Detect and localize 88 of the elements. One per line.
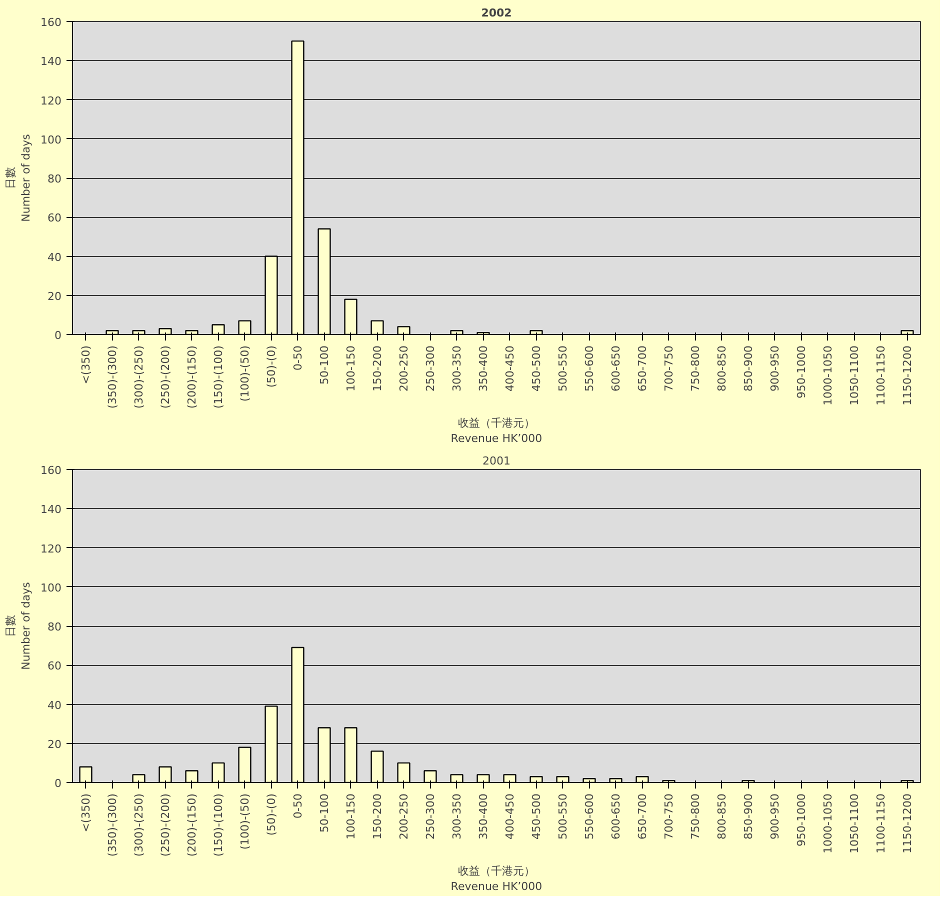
y-tick-label: 0: [54, 329, 62, 342]
x-tick-label: 1150-1200: [900, 345, 914, 406]
x-tick-label: 250-300: [424, 345, 437, 392]
x-tick-label: 800-850: [715, 793, 728, 840]
x-tick-label: 350-400: [476, 793, 490, 840]
x-tick-label: 0-50: [291, 345, 304, 370]
x-tick-label: (50)-(0): [264, 793, 278, 836]
x-tick-label: <(350): [79, 794, 92, 832]
y-tick-label: 140: [40, 55, 62, 68]
x-tick-label: 650-700: [636, 345, 649, 392]
x-tick-label: (250)-(200): [158, 345, 172, 409]
chart-title: 2002: [481, 6, 512, 20]
x-tick-label: 850-900: [742, 793, 755, 840]
y-tick-label: 20: [48, 738, 62, 751]
x-tick-label: 1050-1100: [848, 793, 861, 854]
x-tick-label: 400-450: [503, 345, 516, 392]
x-tick-label: (150)-(100): [212, 793, 225, 857]
x-tick-label: (50)-(0): [264, 345, 278, 388]
y-tick-label: 20: [48, 290, 62, 303]
x-tick-label: 200-250: [397, 793, 410, 840]
x-tick-label: 550-600: [582, 793, 596, 840]
x-tick-label: <(350): [79, 346, 92, 384]
y-tick-label: 120: [40, 94, 62, 108]
x-tick-label: 1100-1150: [874, 345, 888, 406]
x-tick-label: 150-200: [370, 793, 384, 840]
x-tick-label: 100-150: [344, 793, 358, 840]
x-tick-label: 500-550: [556, 345, 570, 392]
x-tick-label: 50-100: [318, 345, 331, 384]
y-tick-label: 60: [48, 660, 62, 673]
x-tick-label: (250)-(200): [158, 793, 172, 857]
x-tick-label: 450-500: [530, 793, 543, 840]
y-tick-label: 40: [48, 698, 62, 712]
x-tick-label: (200)-(150): [185, 793, 198, 857]
chart-title: 2001: [482, 454, 511, 468]
x-tick-label: 1050-1100: [848, 345, 861, 406]
x-tick-label: 400-450: [503, 793, 516, 840]
y-tick-label: 100: [40, 581, 62, 594]
x-tick-label: 450-500: [530, 345, 543, 392]
x-tick-label: (200)-(150): [185, 345, 198, 409]
x-tick-label: (300)-(250): [132, 793, 146, 857]
x-tick-label: (350)-(300): [106, 793, 119, 857]
x-axis-title: 收益（千港元） Revenue HK’000: [450, 864, 542, 894]
y-tick-label: 120: [40, 542, 62, 556]
x-tick-label: 500-550: [556, 793, 570, 840]
x-tick-label: 750-800: [688, 345, 702, 392]
x-tick-label: (150)-(100): [212, 345, 225, 409]
y-tick-label: 0: [54, 777, 62, 790]
x-tick-label: 900-950: [768, 793, 782, 840]
y-axis-title: 日數 Number of days: [4, 134, 33, 222]
y-tick-label: 80: [48, 620, 62, 634]
x-tick-label: (100)-(50): [238, 345, 252, 402]
x-tick-label: 600-650: [609, 345, 622, 392]
x-tick-label: 200-250: [397, 345, 410, 392]
x-tick-label: 1000-1050: [821, 793, 834, 854]
x-tick-label: 650-700: [636, 793, 649, 840]
y-tick-label: 160: [40, 16, 62, 29]
x-tick-label: (300)-(250): [132, 345, 146, 409]
x-tick-label: 1100-1150: [874, 793, 888, 854]
y-axis-title: 日數 Number of days: [4, 582, 33, 670]
x-tick-label: 950-1000: [794, 345, 808, 398]
x-tick-label: 100-150: [344, 345, 358, 392]
x-tick-label: 300-350: [450, 793, 464, 840]
x-tick-label: 250-300: [424, 793, 437, 840]
x-tick-label: 700-750: [662, 793, 676, 840]
x-tick-label: 1000-1050: [821, 345, 834, 406]
x-tick-label: 600-650: [609, 793, 622, 840]
x-tick-label: 850-900: [742, 345, 755, 392]
x-tick-label: 300-350: [450, 345, 464, 392]
y-tick-label: 80: [48, 172, 62, 186]
x-tick-label: 900-950: [768, 345, 782, 392]
x-tick-label: 0-50: [291, 793, 304, 818]
x-tick-label: (100)-(50): [238, 793, 252, 850]
x-tick-label: 800-850: [715, 345, 728, 392]
x-tick-label: 350-400: [476, 345, 490, 392]
x-tick-label: 550-600: [582, 345, 596, 392]
y-tick-label: 160: [40, 464, 62, 477]
x-tick-label: 700-750: [662, 345, 676, 392]
x-tick-label: 50-100: [318, 793, 331, 832]
y-tick-label: 140: [40, 503, 62, 516]
x-tick-label: 1150-1200: [900, 793, 914, 854]
x-tick-label: 750-800: [688, 793, 702, 840]
x-tick-label: 950-1000: [794, 793, 808, 846]
x-axis-title: 收益（千港元） Revenue HK’000: [450, 416, 542, 446]
y-tick-label: 100: [40, 133, 62, 146]
x-tick-label: (350)-(300): [106, 345, 119, 409]
y-tick-label: 60: [48, 212, 62, 225]
y-tick-label: 40: [48, 250, 62, 264]
x-tick-label: 150-200: [370, 345, 384, 392]
